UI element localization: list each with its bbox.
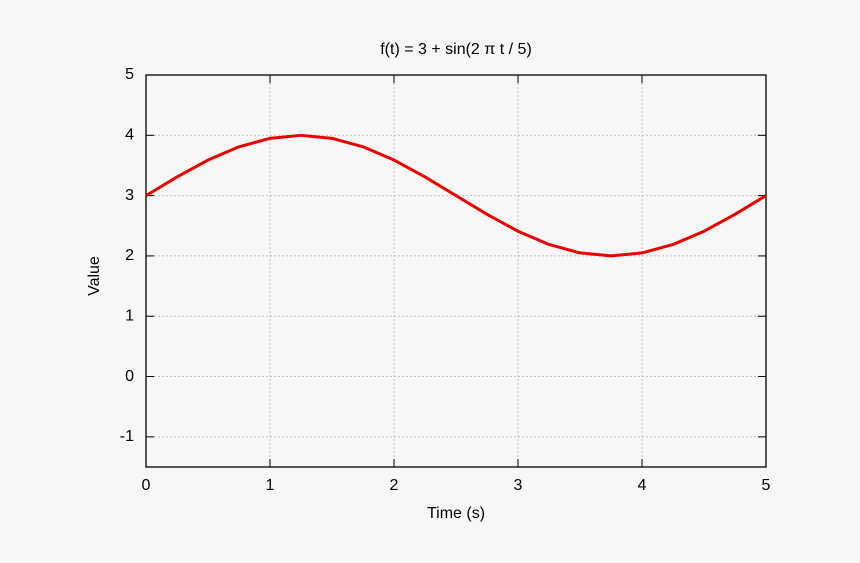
y-tick-label: -1 <box>120 428 134 445</box>
x-axis-label: Time (s) <box>427 505 485 522</box>
y-tick-label: 1 <box>125 307 134 324</box>
x-tick-label: 0 <box>142 477 151 494</box>
y-tick-label: 0 <box>125 368 134 385</box>
x-tick-label: 1 <box>266 477 275 494</box>
y-tick-label: 4 <box>125 127 134 144</box>
y-tick-label: 2 <box>125 247 134 264</box>
x-tick-label: 4 <box>638 477 647 494</box>
x-tick-label: 2 <box>390 477 399 494</box>
data-line <box>145 133 767 258</box>
x-tick-label: 5 <box>762 477 771 494</box>
y-tick-label: 3 <box>125 187 134 204</box>
chart-title: f(t) = 3 + sin(2 π t / 5) <box>380 41 532 58</box>
y-axis-label: Value <box>86 256 103 296</box>
plot-border <box>145 74 767 468</box>
y-tick-label: 5 <box>125 66 134 83</box>
x-tick-label: 3 <box>514 477 523 494</box>
